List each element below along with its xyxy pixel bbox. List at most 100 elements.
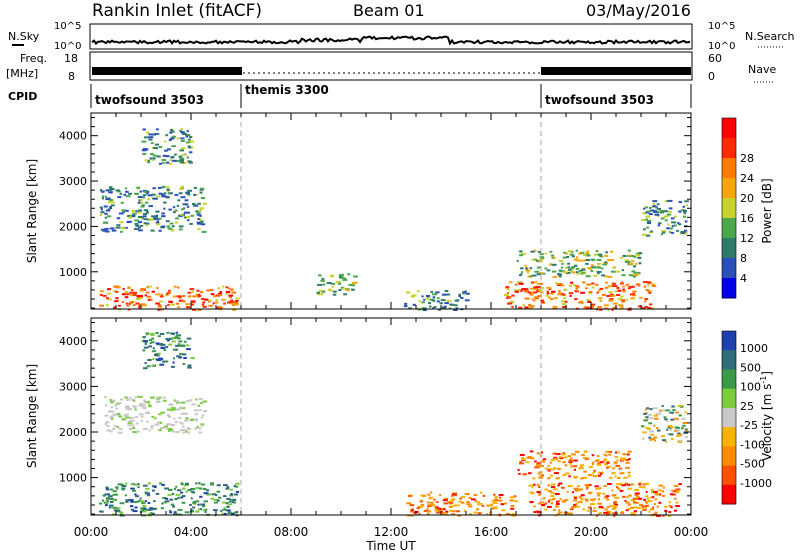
scatter-cell xyxy=(657,429,661,432)
scatter-cell xyxy=(120,201,124,204)
scatter-cell xyxy=(200,297,206,300)
scatter-cell xyxy=(660,233,664,236)
scatter-cell xyxy=(614,496,620,499)
scatter-cell xyxy=(642,431,647,434)
scatter-cell xyxy=(591,286,595,289)
scatter-cell xyxy=(112,506,117,509)
scatter-cell xyxy=(152,507,157,510)
scatter-cell xyxy=(235,482,240,485)
scatter-cell xyxy=(169,222,174,225)
scatter-cell xyxy=(574,290,579,293)
scatter-cell xyxy=(125,187,128,190)
scatter-cell xyxy=(180,208,184,211)
scatter-cell xyxy=(477,512,482,515)
scatter-cell xyxy=(540,301,545,304)
scatter-cell xyxy=(633,271,637,274)
scatter-cell xyxy=(653,503,656,506)
scatter-cell xyxy=(180,140,185,142)
scatter-cell xyxy=(658,409,663,412)
scatter-cell xyxy=(617,297,623,300)
scatter-cell xyxy=(165,423,169,426)
scatter-cell xyxy=(162,154,167,157)
y-tick-label: 1000 xyxy=(59,266,87,279)
scatter-cell xyxy=(624,499,627,502)
scatter-cell xyxy=(104,195,107,198)
scatter-cell xyxy=(158,421,162,424)
scatter-cell xyxy=(491,500,494,502)
scatter-cell xyxy=(210,293,215,296)
scatter-cell xyxy=(501,509,506,512)
scatter-cell xyxy=(142,215,147,218)
scatter-cell xyxy=(585,262,589,265)
scatter-cell xyxy=(132,291,138,294)
scatter-cell xyxy=(160,343,164,346)
scatter-cell xyxy=(669,231,671,234)
scatter-cell xyxy=(422,309,427,311)
scatter-cell xyxy=(632,292,636,295)
scatter-cell xyxy=(510,504,515,507)
scatter-cell xyxy=(408,307,412,310)
scatter-cell xyxy=(617,451,620,454)
scatter-cell xyxy=(217,293,223,296)
scatter-cell xyxy=(142,407,147,410)
scatter-cell xyxy=(625,283,629,286)
x-tick-label: 20:00 xyxy=(574,525,609,539)
colorbar-tick-label: 500 xyxy=(740,361,761,374)
scatter-cell xyxy=(648,291,652,294)
scatter-cell xyxy=(234,301,239,304)
scatter-cell xyxy=(146,420,149,423)
scatter-cell xyxy=(547,500,550,503)
scatter-cell xyxy=(632,290,637,293)
scatter-cell xyxy=(162,185,166,188)
scatter-cell xyxy=(185,417,189,420)
scatter-cell xyxy=(105,209,111,212)
scatter-cell xyxy=(508,302,512,305)
scatter-cell xyxy=(177,306,180,309)
scatter-cell xyxy=(589,291,593,293)
scatter-cell xyxy=(546,269,551,272)
scatter-cell xyxy=(178,344,184,347)
scatter-cell xyxy=(109,227,115,230)
scatter-cell xyxy=(201,505,206,508)
scatter-cell xyxy=(494,496,499,499)
scatter-cell xyxy=(604,254,609,257)
scatter-cell xyxy=(172,295,177,298)
scatter-cell xyxy=(615,451,618,454)
scatter-cell xyxy=(552,497,556,500)
scatter-cell xyxy=(624,260,630,263)
scatter-cell xyxy=(622,288,625,291)
scatter-cell xyxy=(179,129,182,132)
scatter-cell xyxy=(644,206,649,209)
scatter-cell xyxy=(544,267,548,270)
scatter-cell xyxy=(510,507,515,510)
scatter-cell xyxy=(544,488,548,491)
scatter-cell xyxy=(164,360,169,363)
scatter-cell xyxy=(170,503,175,506)
scatter-cell xyxy=(321,277,325,280)
scatter-cell xyxy=(172,159,177,162)
scatter-cell xyxy=(491,507,496,510)
scatter-cell xyxy=(122,287,125,290)
scatter-cell xyxy=(533,299,536,302)
scatter-cell xyxy=(151,341,155,344)
scatter-cell xyxy=(673,215,677,218)
scatter-cell xyxy=(113,285,119,288)
scatter-cell xyxy=(131,289,134,292)
scatter-cell xyxy=(571,453,574,456)
scatter-cell xyxy=(353,275,358,278)
scatter-cell xyxy=(685,428,688,431)
scatter-cell xyxy=(517,281,519,284)
scatter-cell xyxy=(684,220,688,223)
scatter-cell xyxy=(188,151,193,154)
scatter-cell xyxy=(180,128,183,131)
scatter-cell xyxy=(539,256,544,259)
scatter-cell xyxy=(519,254,523,257)
scatter-cell xyxy=(445,293,451,296)
scatter-cell xyxy=(157,396,162,399)
scatter-cell xyxy=(538,282,543,285)
scatter-cell xyxy=(429,298,435,301)
scatter-cell xyxy=(541,257,545,260)
scatter-cell xyxy=(148,285,152,288)
scatter-cell xyxy=(683,431,688,434)
scatter-cell xyxy=(175,408,181,411)
